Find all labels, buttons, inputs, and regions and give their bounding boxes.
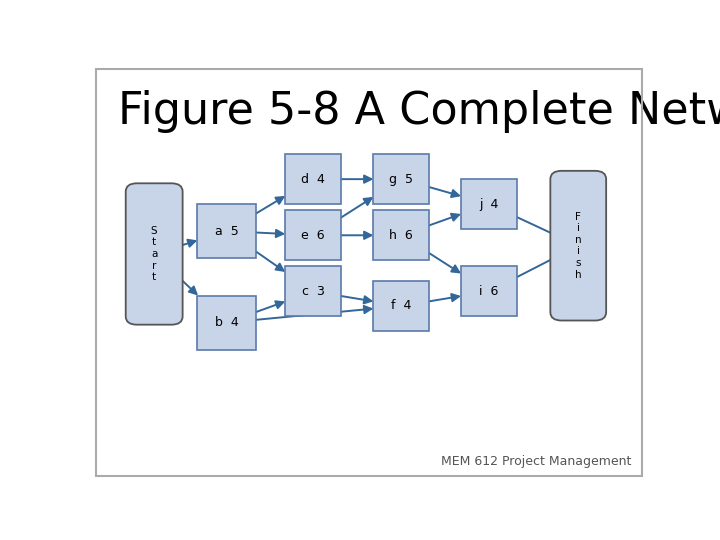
Text: g  5: g 5	[390, 173, 413, 186]
FancyBboxPatch shape	[374, 281, 429, 331]
Text: a  5: a 5	[215, 225, 238, 238]
FancyBboxPatch shape	[550, 171, 606, 321]
FancyBboxPatch shape	[197, 295, 256, 349]
Text: F
i
n
i
s
h: F i n i s h	[575, 212, 582, 280]
FancyBboxPatch shape	[285, 266, 341, 316]
FancyBboxPatch shape	[461, 179, 517, 229]
Text: c  3: c 3	[302, 285, 325, 298]
FancyBboxPatch shape	[126, 183, 183, 325]
Text: f  4: f 4	[391, 300, 412, 313]
Text: d  4: d 4	[301, 173, 325, 186]
FancyBboxPatch shape	[374, 210, 429, 260]
Text: i  6: i 6	[480, 285, 499, 298]
Text: e  6: e 6	[302, 229, 325, 242]
Text: S
t
a
r
t: S t a r t	[151, 226, 158, 282]
Text: MEM 612 Project Management: MEM 612 Project Management	[441, 455, 631, 468]
Text: Figure 5-8 A Complete Network: Figure 5-8 A Complete Network	[118, 90, 720, 133]
FancyBboxPatch shape	[285, 210, 341, 260]
FancyBboxPatch shape	[461, 266, 517, 316]
FancyBboxPatch shape	[285, 154, 341, 204]
FancyBboxPatch shape	[197, 204, 256, 258]
Text: h  6: h 6	[390, 229, 413, 242]
Text: j  4: j 4	[480, 198, 499, 211]
FancyBboxPatch shape	[374, 154, 429, 204]
Text: b  4: b 4	[215, 316, 238, 329]
